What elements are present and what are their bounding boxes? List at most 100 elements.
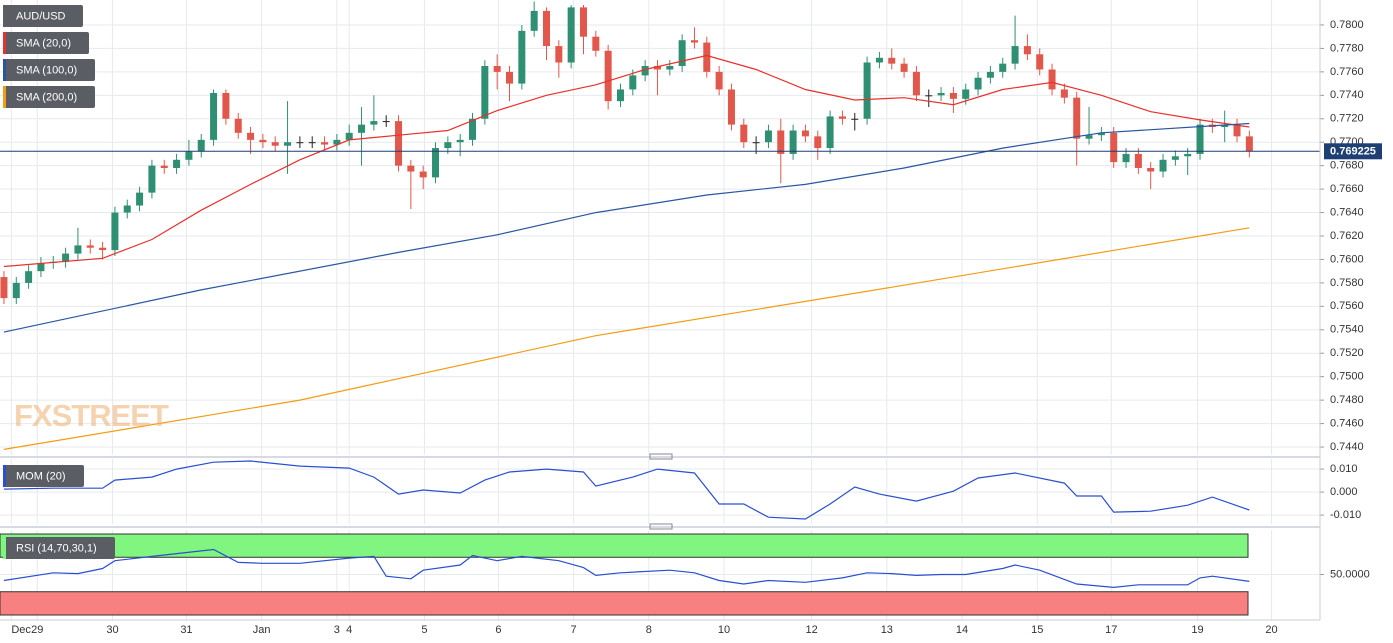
legend-swatch	[3, 32, 6, 54]
overbought-band	[0, 533, 1249, 558]
candle-body	[173, 159, 181, 169]
legend-box	[3, 465, 84, 487]
candle-body	[616, 89, 624, 102]
candle-body	[555, 46, 563, 63]
candle-body	[1221, 124, 1229, 127]
candle-body	[851, 118, 859, 120]
x-tick-label: 4	[346, 624, 352, 636]
last-price-box	[1324, 143, 1382, 160]
candle-body	[999, 63, 1007, 72]
candle-body	[912, 71, 920, 96]
candle-body	[814, 136, 822, 149]
candle-body	[949, 92, 957, 99]
legend-label: SMA (20,0)	[16, 37, 71, 49]
candle-body	[875, 57, 883, 63]
candle-body	[888, 57, 896, 64]
y-tick-label: 50.0000	[1330, 568, 1370, 580]
y-tick-label: 0.7800	[1330, 19, 1364, 31]
candle-body	[86, 245, 94, 248]
candle-body	[321, 142, 329, 145]
y-tick-label: 0.7720	[1330, 113, 1364, 125]
candle-body	[1060, 89, 1068, 98]
candle-body	[111, 212, 119, 251]
candle-body	[1171, 156, 1179, 160]
candle-body	[715, 71, 723, 90]
candle-body	[456, 139, 464, 143]
x-tick-label: 7	[571, 624, 577, 636]
candle-body	[1122, 153, 1130, 163]
candle-body	[210, 92, 218, 140]
candle-body	[653, 66, 661, 70]
candle-body	[826, 116, 834, 149]
candle-body	[838, 116, 846, 119]
x-tick-label: Jan	[253, 624, 271, 636]
candle-body	[185, 151, 193, 160]
candle-body	[666, 66, 674, 70]
legend-swatch	[3, 465, 6, 487]
candle-body	[986, 71, 994, 78]
candle-body	[752, 142, 760, 144]
y-tick-label: -0.010	[1330, 509, 1361, 521]
candle-body	[197, 139, 205, 152]
candle-body	[1184, 153, 1192, 157]
separator	[0, 456, 1320, 458]
oversold-band	[0, 591, 1249, 616]
candle-body	[641, 66, 649, 76]
series-line	[3, 227, 1250, 450]
candle-body	[136, 192, 144, 206]
candle-body	[1159, 159, 1167, 172]
candle-body	[925, 95, 933, 97]
legend-label: SMA (200,0)	[16, 91, 77, 103]
candle-body	[419, 171, 427, 178]
x-tick-label: 19	[1191, 624, 1203, 636]
candle-body	[12, 282, 20, 299]
candle-body	[222, 92, 230, 119]
candle-body	[148, 165, 156, 193]
y-tick-label: 0.7480	[1330, 394, 1364, 406]
legend-label: RSI (14,70,30,1)	[16, 542, 97, 554]
series-line	[3, 122, 1250, 333]
y-tick-label: 0.7660	[1330, 183, 1364, 195]
candle-body	[1085, 135, 1093, 139]
resize-handle[interactable]	[649, 453, 673, 460]
candle-body	[690, 40, 698, 43]
candle-body	[678, 40, 686, 67]
candle-body	[123, 205, 131, 213]
candle-body	[727, 89, 735, 125]
candle-body	[493, 66, 501, 72]
candle-body	[1196, 124, 1204, 154]
watermark: FXSTREET	[14, 398, 169, 433]
candle-body	[530, 10, 538, 31]
candle-body	[900, 63, 908, 72]
candle-body	[592, 36, 600, 51]
legend-label: AUD/USD	[16, 10, 66, 22]
legend-box	[3, 5, 83, 27]
candle-body	[777, 130, 785, 154]
y-tick-label: 0.7520	[1330, 347, 1364, 359]
candle-body	[542, 10, 550, 47]
y-tick-label: 0.7560	[1330, 300, 1364, 312]
x-tick-label: 17	[1105, 624, 1117, 636]
candle-body	[1134, 153, 1142, 169]
y-tick-label: 0.7740	[1330, 89, 1364, 101]
y-tick-label: 0.7580	[1330, 277, 1364, 289]
candle-body	[518, 30, 526, 84]
candle-body	[1023, 46, 1031, 55]
candle-body	[469, 118, 477, 140]
candle-body	[629, 75, 637, 90]
x-tick-label: 30	[106, 624, 118, 636]
candle-body	[604, 50, 612, 102]
candle-body	[234, 118, 242, 133]
resize-handle[interactable]	[649, 523, 673, 530]
y-tick-label: 0.7460	[1330, 417, 1364, 429]
candle-body	[247, 132, 255, 140]
x-tick-label: 8	[646, 624, 652, 636]
candle-body	[567, 7, 575, 63]
x-tick-label: 10	[718, 624, 730, 636]
candle-body	[370, 121, 378, 125]
candle-body	[432, 148, 440, 178]
candle-body	[358, 124, 366, 133]
candle-body	[764, 130, 772, 143]
